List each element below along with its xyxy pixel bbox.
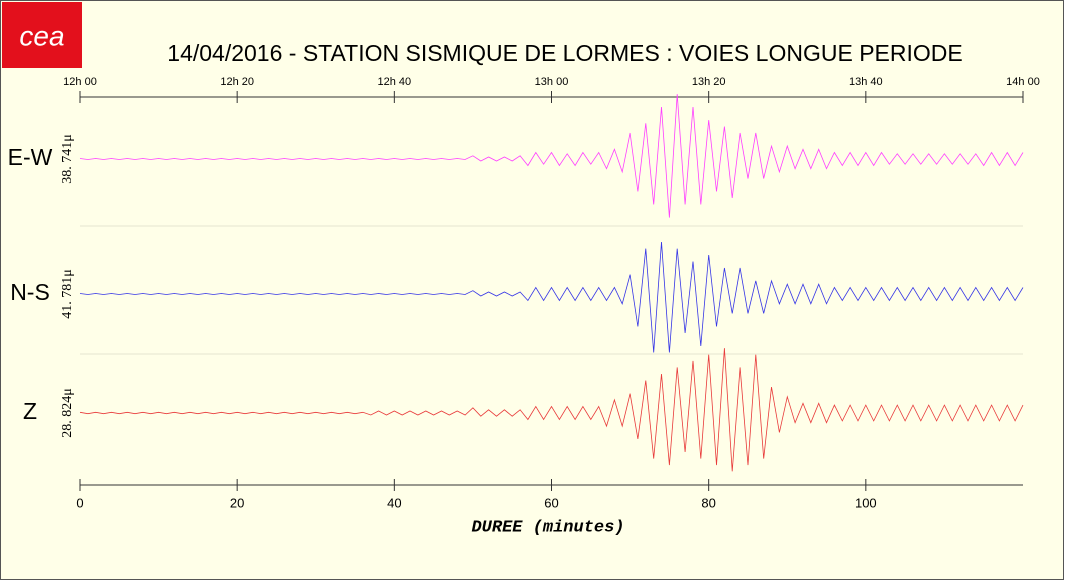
top-tick-label: 12h 20 [220,76,254,88]
top-tick-label: 13h 20 [692,76,726,88]
logo-box [2,2,82,68]
top-tick-label: 13h 40 [849,76,883,88]
bottom-tick-label: 60 [544,495,558,510]
bottom-tick-label: 40 [387,495,401,510]
top-tick-label: 13h 00 [535,76,569,88]
trace-name: Z [23,398,37,424]
top-tick-label: 12h 00 [63,76,97,88]
bottom-tick-label: 100 [855,495,877,510]
top-tick-label: 12h 40 [378,76,412,88]
chart-title: 14/04/2016 - STATION SISMIQUE DE LORMES … [167,40,962,66]
trace [79,348,1024,472]
top-tick-label: 14h 00 [1006,76,1040,88]
scale-label: 38. 741μ [60,134,75,184]
scale-label: 28. 824μ [60,388,75,438]
bottom-tick-label: 20 [230,495,244,510]
trace [79,94,1024,218]
x-axis-label: DUREE (minutes) [471,518,624,537]
trace-name: N-S [10,279,50,305]
bottom-tick-label: 0 [76,495,83,510]
logo: cea [19,20,64,51]
trace [79,241,1024,353]
scale-label: 41. 781μ [60,269,75,319]
trace-name: E-W [8,144,53,170]
bottom-tick-label: 80 [701,495,715,510]
